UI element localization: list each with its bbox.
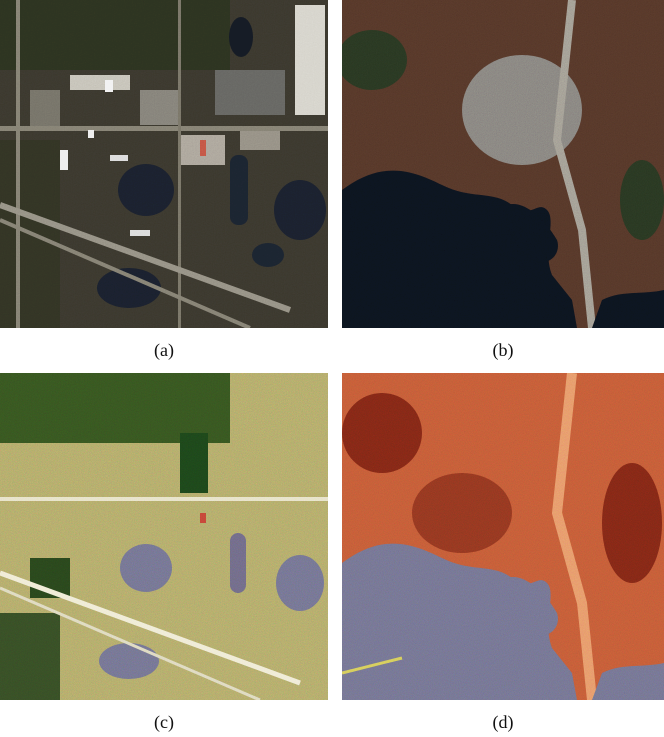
caption-b: (b) — [492, 340, 514, 360]
panel-d-image — [342, 373, 664, 700]
caption-a: (a) — [154, 340, 174, 360]
panel-a-image — [0, 0, 328, 328]
panel-c-image — [0, 373, 328, 700]
panel-b-image — [342, 0, 664, 328]
caption-d: (d) — [492, 712, 514, 732]
caption-c: (c) — [154, 712, 174, 732]
